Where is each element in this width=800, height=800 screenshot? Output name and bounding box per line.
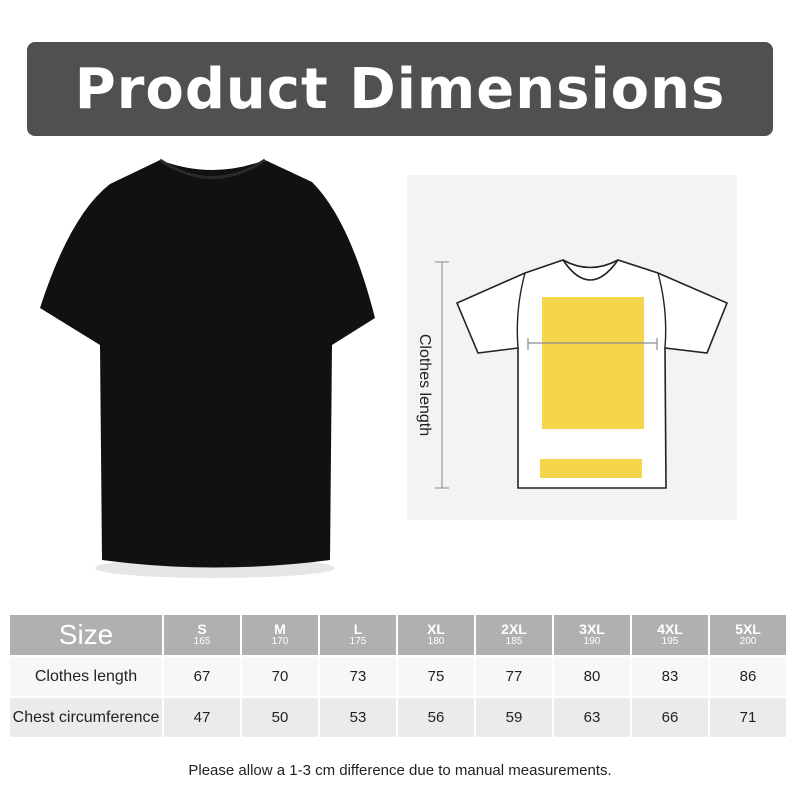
table-cell: 75 xyxy=(398,657,474,696)
size-col: M 170 xyxy=(242,615,318,655)
table-cell: 53 xyxy=(320,698,396,737)
size-col: 4XL 195 xyxy=(632,615,708,655)
length-measure-line xyxy=(435,261,449,489)
height-label: 180 xyxy=(427,636,445,647)
size-col: 2XL 185 xyxy=(476,615,552,655)
shirt-collar xyxy=(159,158,266,179)
table-row: Chest circumference 47 50 53 56 59 63 66 71 xyxy=(10,698,786,737)
table-cell: 50 xyxy=(242,698,318,737)
size-col: XL 180 xyxy=(398,615,474,655)
page-title: Product Dimensions xyxy=(27,42,773,136)
size-table: Size S 165 M 170 L 175 XL 180 2XL 185 3XL 190 … xyxy=(8,613,788,739)
size-label: L xyxy=(353,621,363,637)
size-col: S 165 xyxy=(164,615,240,655)
table-cell: 71 xyxy=(710,698,786,737)
size-header: Size xyxy=(10,615,162,655)
height-label: 170 xyxy=(271,636,289,647)
row-label: Clothes length xyxy=(10,657,162,696)
clothes-length-label: Clothes length xyxy=(416,333,433,437)
table-cell: 63 xyxy=(554,698,630,737)
height-label: 195 xyxy=(661,636,679,647)
height-label: 200 xyxy=(739,636,757,647)
size-col: L 175 xyxy=(320,615,396,655)
table-cell: 67 xyxy=(164,657,240,696)
height-label: 185 xyxy=(505,636,523,647)
chest-highlight xyxy=(542,297,644,429)
row-label: Chest circumference xyxy=(10,698,162,737)
collar-outline xyxy=(562,259,619,281)
size-col: 3XL 190 xyxy=(554,615,630,655)
size-label: 5XL xyxy=(735,621,761,637)
table-cell: 77 xyxy=(476,657,552,696)
table-cell: 56 xyxy=(398,698,474,737)
table-cell: 47 xyxy=(164,698,240,737)
table-cell: 86 xyxy=(710,657,786,696)
table-cell: 83 xyxy=(632,657,708,696)
table-cell: 80 xyxy=(554,657,630,696)
measurement-note: Please allow a 1-3 cm difference due to … xyxy=(188,762,612,779)
size-col: 5XL 200 xyxy=(710,615,786,655)
table-row: Clothes length 67 70 73 75 77 80 83 86 xyxy=(10,657,786,696)
height-label: 165 xyxy=(193,636,211,647)
size-label: S xyxy=(197,621,207,637)
height-label: 175 xyxy=(349,636,367,647)
chest-measure-line xyxy=(527,338,658,350)
size-label: M xyxy=(274,621,286,637)
table-header-row: Size S 165 M 170 L 175 XL 180 2XL 185 3XL 190 … xyxy=(10,615,786,655)
table-cell: 66 xyxy=(632,698,708,737)
table-cell: 59 xyxy=(476,698,552,737)
size-label: 2XL xyxy=(501,621,527,637)
size-label: XL xyxy=(427,621,445,637)
table-cell: 70 xyxy=(242,657,318,696)
hem-highlight xyxy=(540,459,642,478)
size-label: 3XL xyxy=(579,621,605,637)
black-tshirt-photo xyxy=(40,160,375,568)
table-cell: 73 xyxy=(320,657,396,696)
size-label: 4XL xyxy=(657,621,683,637)
height-label: 190 xyxy=(583,636,601,647)
